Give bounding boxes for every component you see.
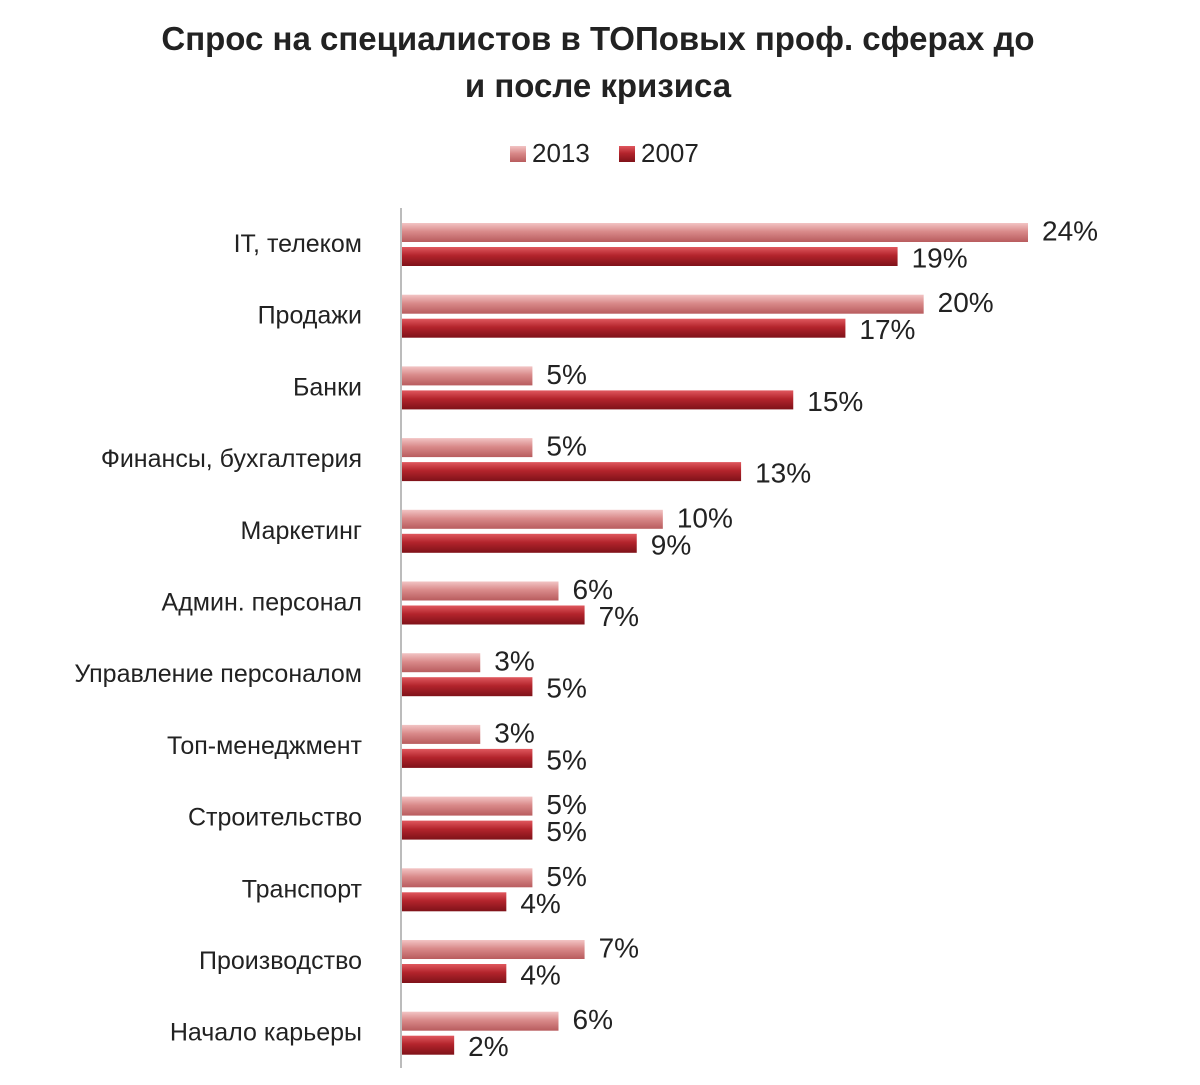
data-label-2007: 4% bbox=[520, 888, 560, 919]
category-label: Банки bbox=[293, 373, 362, 401]
bar-2007 bbox=[402, 892, 507, 912]
category-label: Управление персоналом bbox=[74, 660, 362, 688]
bar-2013 bbox=[402, 438, 533, 458]
chart-title-line-1: Спрос на специалистов в ТОПовых проф. сф… bbox=[161, 20, 1034, 57]
category-label: Админ. персонал bbox=[162, 589, 362, 617]
bar-2007 bbox=[402, 748, 533, 768]
bar-2013 bbox=[402, 294, 924, 314]
category-label: IT, телеком bbox=[234, 230, 362, 258]
data-label-2013: 5% bbox=[546, 861, 586, 892]
legend: 2013 2007 bbox=[510, 138, 699, 168]
data-label-2007: 5% bbox=[546, 673, 586, 704]
bar-2007 bbox=[402, 605, 585, 625]
bar-2007 bbox=[402, 677, 533, 697]
data-label-2013: 6% bbox=[573, 574, 613, 605]
data-label-2013: 10% bbox=[677, 502, 733, 533]
category-label: Транспорт bbox=[242, 875, 363, 903]
category-label: Финансы, бухгалтерия bbox=[101, 445, 362, 473]
bar-2007 bbox=[402, 533, 637, 553]
bar-2013 bbox=[402, 581, 559, 601]
category-label: Начало карьеры bbox=[170, 1019, 362, 1047]
data-label-2013: 6% bbox=[573, 1004, 613, 1035]
bar-2013 bbox=[402, 223, 1028, 242]
bar-2007 bbox=[402, 390, 794, 410]
bar-2013 bbox=[402, 940, 585, 959]
category-label: Строительство bbox=[188, 804, 362, 832]
legend-swatch-2007 bbox=[619, 146, 635, 162]
data-label-2013: 3% bbox=[494, 646, 534, 677]
data-label-2007: 5% bbox=[546, 816, 586, 847]
bar-2007 bbox=[402, 247, 898, 266]
legend-label-2007: 2007 bbox=[641, 138, 699, 168]
data-label-2013: 5% bbox=[546, 359, 586, 390]
data-label-2007: 15% bbox=[807, 386, 863, 417]
data-label-2007: 2% bbox=[468, 1031, 508, 1062]
bar-2013 bbox=[402, 653, 481, 673]
bar-2013 bbox=[402, 509, 663, 529]
data-label-2013: 5% bbox=[546, 431, 586, 462]
category-label: Производство bbox=[199, 947, 362, 975]
data-label-2007: 9% bbox=[651, 529, 691, 560]
bar-2013 bbox=[402, 1011, 559, 1031]
bar-2013 bbox=[402, 724, 481, 744]
data-label-2013: 7% bbox=[599, 933, 639, 964]
data-label-2013: 24% bbox=[1042, 216, 1098, 247]
bar-2013 bbox=[402, 868, 533, 888]
plot-area: IT, телеком 24% 19% Продажи 20% 17% Банки 5% 15%… bbox=[74, 216, 1098, 1063]
legend-swatch-2013 bbox=[510, 146, 526, 162]
data-label-2007: 19% bbox=[912, 243, 968, 274]
legend-label-2013: 2013 bbox=[532, 138, 590, 168]
chart-title-line-2: и после кризиса bbox=[465, 67, 732, 104]
category-label: Продажи bbox=[258, 302, 362, 330]
data-label-2013: 5% bbox=[546, 789, 586, 820]
data-label-2013: 3% bbox=[494, 717, 534, 748]
data-label-2007: 17% bbox=[859, 314, 915, 345]
data-label-2007: 4% bbox=[520, 960, 560, 991]
bar-2007 bbox=[402, 1035, 455, 1055]
bar-2007 bbox=[402, 820, 533, 840]
bar-2007 bbox=[402, 318, 846, 338]
data-label-2013: 20% bbox=[938, 287, 994, 318]
category-label: Маркетинг bbox=[240, 517, 362, 545]
bar-2007 bbox=[402, 964, 507, 983]
data-label-2007: 5% bbox=[546, 744, 586, 775]
data-label-2007: 13% bbox=[755, 458, 811, 489]
bar-2007 bbox=[402, 462, 742, 482]
bar-2013 bbox=[402, 366, 533, 386]
category-label: Топ-менеджмент bbox=[167, 732, 363, 760]
data-label-2007: 7% bbox=[599, 601, 639, 632]
bar-2013 bbox=[402, 796, 533, 816]
